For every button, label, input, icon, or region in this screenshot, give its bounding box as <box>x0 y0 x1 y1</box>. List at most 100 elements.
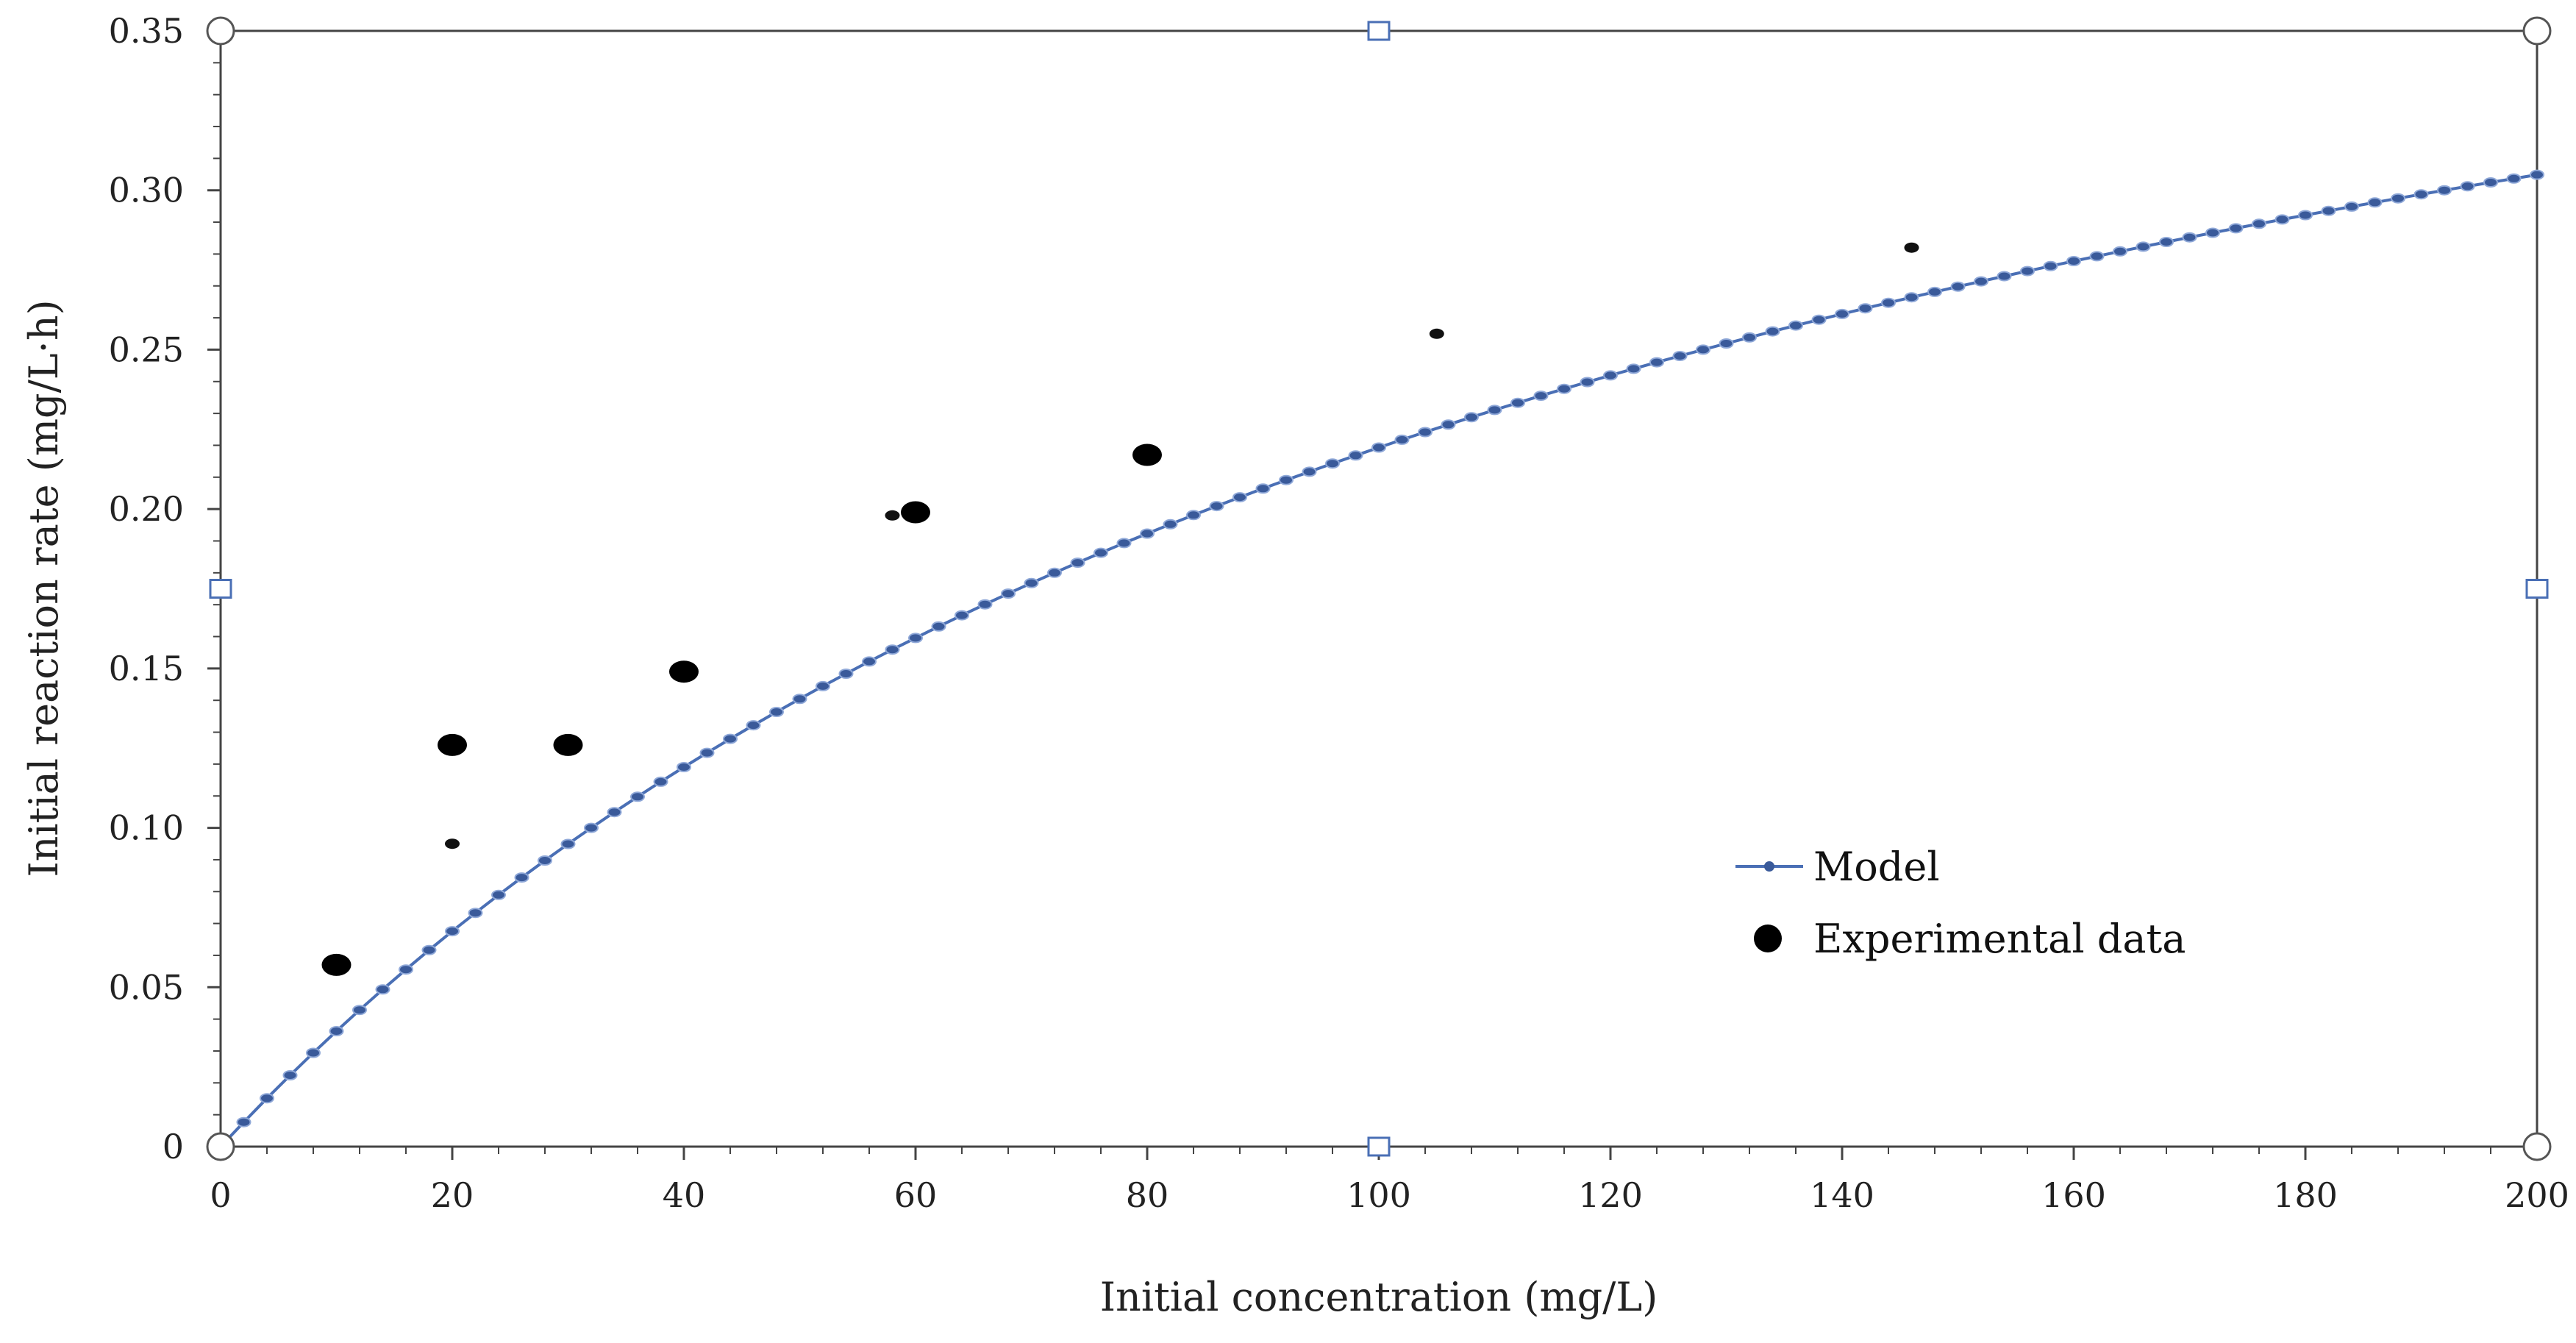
x-tick-label: 180 <box>2273 1175 2338 1215</box>
model-marker <box>816 680 830 691</box>
small-data-point <box>1429 328 1444 339</box>
experimental-point <box>553 733 583 756</box>
model-marker <box>445 926 460 937</box>
model-marker <box>2113 246 2127 257</box>
model-marker <box>1835 308 1849 319</box>
model-marker <box>1024 577 1039 588</box>
x-tick-label: 0 <box>210 1175 231 1215</box>
model-marker <box>1418 427 1433 438</box>
model-marker <box>468 908 483 919</box>
model-marker <box>2483 177 2498 188</box>
model-marker <box>1811 314 1827 325</box>
model-marker <box>329 1026 344 1036</box>
model-marker <box>2228 223 2244 234</box>
model-marker <box>260 1093 274 1104</box>
extra-points <box>445 242 1919 849</box>
model-marker <box>630 791 645 802</box>
model-marker <box>2530 169 2544 180</box>
model-marker <box>2344 201 2359 212</box>
y-axis-ticks: 0 0.05 0.10 0.15 0.20 0.25 0.30 0.35 <box>109 11 221 1166</box>
model-marker <box>1974 276 1988 287</box>
x-tick-label: 60 <box>894 1175 938 1215</box>
selection-handles <box>206 16 2552 1161</box>
model-marker <box>792 694 807 705</box>
model-marker <box>653 776 668 787</box>
small-data-point <box>445 838 460 849</box>
model-marker <box>282 1070 298 1080</box>
model-marker <box>1209 501 1224 512</box>
model-marker <box>1696 344 1710 355</box>
model-marker <box>2298 210 2313 221</box>
model-marker <box>955 610 969 621</box>
model-marker <box>1140 528 1155 539</box>
corner-handle <box>2522 1132 2552 1161</box>
model-marker <box>862 656 877 667</box>
model-marker <box>1163 519 1178 530</box>
legend: Model Experimental data <box>1735 844 2186 962</box>
model-marker <box>2182 232 2197 243</box>
model-marker <box>977 599 993 610</box>
model-marker <box>2506 173 2522 184</box>
model-marker <box>1325 458 1340 469</box>
y-tick-label: 0.20 <box>109 489 184 529</box>
model-marker <box>838 669 854 679</box>
model-marker <box>2367 197 2383 208</box>
corner-handle <box>206 16 235 46</box>
model-marker <box>1603 370 1618 381</box>
model-marker <box>1858 303 1873 314</box>
legend-model-marker <box>1764 861 1774 872</box>
model-marker <box>908 633 923 644</box>
edge-handle <box>209 579 232 599</box>
model-marker <box>2413 189 2429 200</box>
x-tick-label: 80 <box>1126 1175 1169 1215</box>
model-marker <box>2205 227 2220 238</box>
model-marker <box>1047 567 1062 578</box>
x-tick-label: 160 <box>2041 1175 2106 1215</box>
model-marker <box>1533 391 1549 402</box>
model-marker <box>1232 492 1247 503</box>
model-marker <box>2460 181 2475 192</box>
x-tick-label: 120 <box>1578 1175 1643 1215</box>
x-axis-title: Initial concentration (mg/L) <box>1100 1274 1658 1320</box>
model-marker <box>1116 538 1132 549</box>
experimental-point <box>1132 443 1162 466</box>
x-tick-label: 100 <box>1346 1175 1411 1215</box>
model-marker <box>352 1005 367 1016</box>
model-marker <box>1580 377 1595 388</box>
model-marker <box>1348 450 1363 461</box>
model-marker <box>584 822 599 833</box>
model-marker <box>1881 297 1896 308</box>
model-marker <box>1070 557 1085 569</box>
model-marker <box>2252 218 2266 229</box>
edge-handle <box>1367 1136 1391 1157</box>
x-tick-label: 140 <box>1810 1175 1874 1215</box>
y-tick-label: 0.15 <box>109 649 184 688</box>
model-marker <box>1927 286 1942 297</box>
model-marker <box>769 707 784 717</box>
model-marker <box>1001 588 1016 599</box>
model-marker <box>1997 271 2012 282</box>
model-marker <box>1255 483 1271 494</box>
y-tick-label: 0.30 <box>109 171 184 210</box>
model-marker <box>2321 205 2336 216</box>
model-marker <box>2136 241 2151 252</box>
model-marker <box>931 621 946 632</box>
model-marker <box>236 1116 251 1128</box>
model-marker <box>1186 510 1201 521</box>
model-marker <box>1626 363 1641 374</box>
model-marker <box>1279 474 1294 485</box>
model-marker <box>1557 383 1571 394</box>
model-marker <box>306 1047 321 1058</box>
model-marker <box>375 984 390 995</box>
model-marker <box>677 762 691 772</box>
model-marker <box>1649 357 1664 368</box>
model-marker <box>1719 338 1734 349</box>
model-marker <box>2437 185 2452 196</box>
model-marker <box>399 964 413 975</box>
experimental-point <box>438 733 467 756</box>
corner-handle <box>206 1132 235 1161</box>
edge-handle <box>1367 21 1391 41</box>
model-marker <box>1394 434 1410 445</box>
model-marker <box>1441 419 1456 430</box>
